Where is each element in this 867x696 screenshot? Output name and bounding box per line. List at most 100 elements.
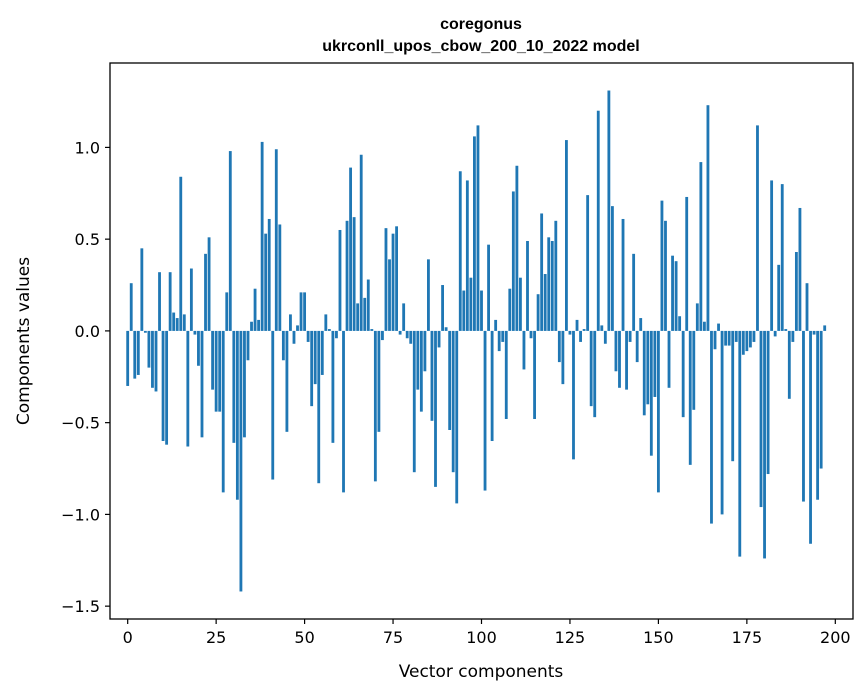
bar-31 [235,330,239,500]
bar-163 [702,321,706,331]
y-tick-label: 0.0 [75,322,100,341]
bar-20 [197,330,200,366]
bar-42 [274,149,278,331]
bar-58 [331,330,335,443]
bar-102 [487,244,490,331]
bar-107 [504,330,508,419]
bar-12 [168,272,172,331]
bar-178 [756,125,759,331]
y-tick-label: 1.0 [75,138,100,157]
bar-147 [646,330,650,405]
bar-145 [639,318,643,331]
bar-57 [327,329,331,331]
bar-164 [706,105,710,331]
bar-126 [572,330,575,460]
bar-23 [207,237,211,331]
bar-74 [388,259,391,331]
bar-3 [136,330,140,375]
bar-191 [802,330,805,502]
bar-106 [501,330,505,342]
bar-2 [133,330,137,379]
bar-194 [812,330,816,335]
bar-133 [596,110,600,331]
bar-55 [320,330,324,375]
bar-70 [373,330,377,482]
bar-170 [727,330,731,346]
bar-51 [306,330,310,342]
bar-41 [271,330,275,480]
bar-21 [200,330,204,438]
bar-103 [490,330,494,442]
y-tick-label: −1.0 [61,505,100,524]
bar-119 [547,237,551,331]
bar-75 [391,233,395,331]
bar-85 [427,259,430,331]
bar-63 [349,167,353,331]
bar-93 [455,330,459,504]
bar-151 [660,200,664,331]
bar-115 [533,330,536,419]
chart-title: coregonus [440,16,522,33]
bar-196 [819,330,823,469]
bar-67 [363,297,367,331]
bar-152 [664,220,667,331]
bar-99 [476,125,480,331]
bar-186 [784,329,788,331]
bar-144 [635,330,639,363]
bar-190 [798,207,802,331]
bar-78 [402,303,406,331]
bar-94 [458,171,462,331]
bar-171 [731,330,735,462]
bar-101 [483,330,487,491]
bar-47 [292,330,296,344]
bar-36 [253,288,257,331]
bar-130 [586,195,590,331]
bars-group [126,90,827,592]
bar-150 [656,330,660,493]
bar-30 [232,330,236,443]
bar-169 [724,330,728,346]
bar-25 [214,330,218,412]
bar-104 [494,319,498,331]
y-tick-label: 0.5 [75,230,100,249]
bar-89 [441,285,444,331]
bar-197 [823,325,827,331]
bar-86 [430,330,434,421]
bar-28 [225,292,229,331]
bar-87 [434,330,437,487]
bar-193 [809,330,812,544]
bar-100 [480,290,483,331]
x-tick-label: 200 [820,628,851,647]
bar-54 [317,330,321,484]
bar-122 [557,330,561,363]
bar-180 [763,330,766,559]
bar-172 [734,330,738,342]
bar-166 [713,330,717,350]
bar-192 [805,283,809,331]
bar-83 [419,330,423,412]
x-tick-label: 125 [555,628,586,647]
bar-68 [366,279,370,331]
y-tick-label: −1.5 [61,597,100,616]
bar-53 [313,330,317,385]
bar-84 [423,330,427,372]
bar-91 [448,330,452,430]
bar-179 [759,330,763,508]
bar-72 [381,330,384,341]
bar-195 [816,330,820,500]
bar-27 [221,330,225,493]
bar-95 [462,290,466,331]
bar-24 [211,330,215,390]
bar-10 [161,330,165,442]
bar-153 [667,330,671,388]
bar-167 [717,323,720,331]
bar-33 [243,330,246,438]
bar-69 [370,329,374,331]
bar-117 [540,213,544,331]
bar-39 [264,233,268,331]
bar-131 [589,330,593,407]
bar-183 [773,330,777,337]
bar-148 [649,330,653,456]
bar-13 [172,312,176,331]
bar-44 [281,330,285,361]
